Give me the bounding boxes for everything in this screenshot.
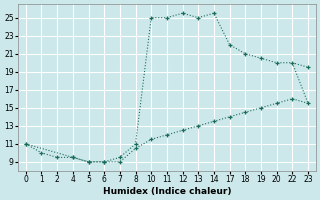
X-axis label: Humidex (Indice chaleur): Humidex (Indice chaleur): [103, 187, 231, 196]
